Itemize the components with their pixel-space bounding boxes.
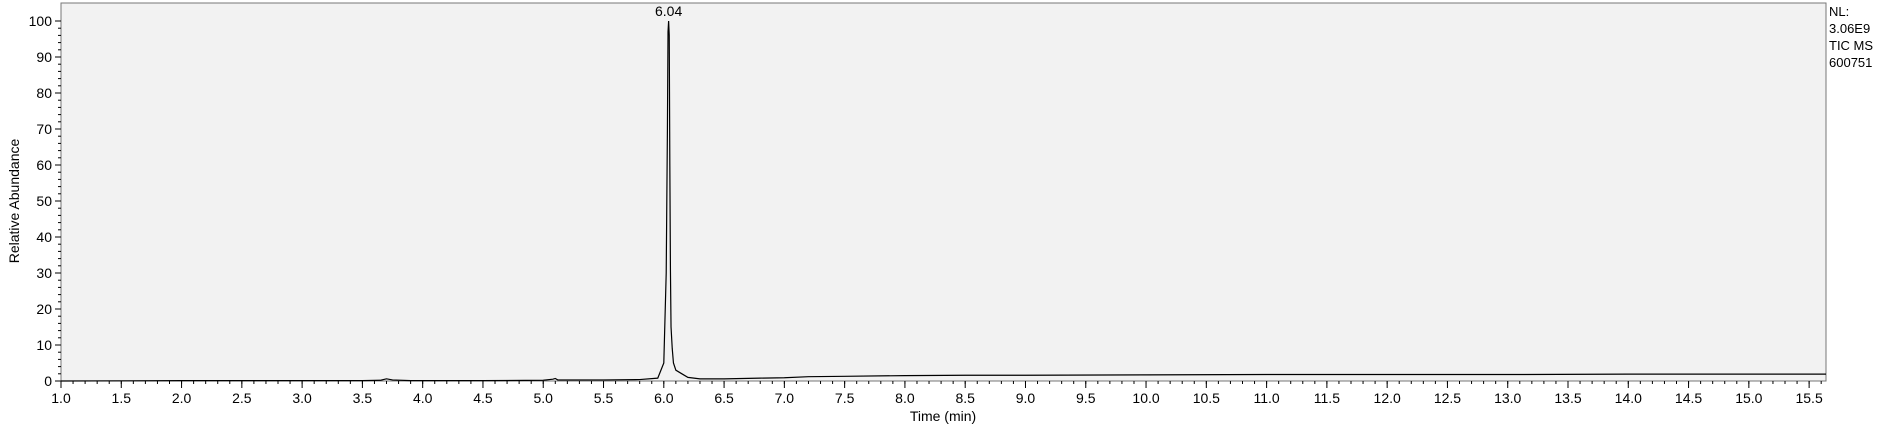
x-tick-label: 12.0: [1374, 390, 1401, 406]
y-tick-label: 20: [36, 301, 52, 317]
nl-value: 3.06E9: [1829, 21, 1871, 36]
x-tick-label: 15.0: [1735, 390, 1762, 406]
y-tick-label: 60: [36, 157, 52, 173]
x-tick-label: 13.5: [1554, 390, 1581, 406]
x-tick-label: 2.0: [172, 390, 192, 406]
x-tick-label: 9.5: [1076, 390, 1096, 406]
x-tick-label: 15.5: [1795, 390, 1822, 406]
x-tick-label: 10.5: [1193, 390, 1220, 406]
x-tick-label: 1.0: [51, 390, 71, 406]
x-tick-label: 14.5: [1675, 390, 1702, 406]
trace-info-box: NL: 3.06E9 TIC MS 600751: [1829, 3, 1873, 71]
x-tick-label: 6.0: [654, 390, 674, 406]
y-tick-label: 40: [36, 229, 52, 245]
x-tick-label: 12.5: [1434, 390, 1461, 406]
x-axis: 1.0 1.5 2.0 2.5 3.0 3.5 4.0 4.5 5.0 5.5 6.0 6.5 7.0 7…: [51, 381, 1823, 406]
x-tick-label: 2.5: [232, 390, 252, 406]
x-tick-label: 7.5: [835, 390, 855, 406]
y-tick-label: 90: [36, 49, 52, 65]
y-tick-label: 10: [36, 337, 52, 353]
x-tick-label: 5.5: [594, 390, 614, 406]
y-tick-label: 100: [29, 13, 53, 29]
file-id: 600751: [1829, 55, 1873, 70]
y-tick-label: 80: [36, 85, 52, 101]
x-tick-label: 11.5: [1314, 390, 1340, 406]
x-tick-label: 3.5: [353, 390, 373, 406]
x-tick-label: 1.5: [112, 390, 132, 406]
x-tick-label: 4.5: [473, 390, 493, 406]
y-axis-title: Relative Abundance: [6, 139, 22, 264]
plot-area: [60, 2, 1827, 382]
x-tick-label: 13.0: [1494, 390, 1521, 406]
nl-label: NL:: [1829, 4, 1850, 19]
y-tick-label: 50: [36, 193, 52, 209]
y-tick-label: 70: [36, 121, 52, 137]
x-tick-label: 7.0: [775, 390, 795, 406]
x-axis-title: Time (min): [910, 408, 976, 424]
x-tick-label: 4.0: [413, 390, 433, 406]
x-tick-label: 6.5: [714, 390, 734, 406]
tic-trace-line: [60, 20, 1826, 382]
x-tick-label: 5.0: [534, 390, 554, 406]
y-axis: 0 10 20 30 40 50 60 70 80 90 100: [29, 13, 61, 389]
trace-type: TIC MS: [1829, 38, 1874, 53]
peak-annotations: 6.04: [655, 3, 682, 19]
x-tick-label: 14.0: [1615, 390, 1642, 406]
x-tick-label: 8.0: [895, 390, 915, 406]
y-tick-label: 0: [44, 373, 52, 389]
x-tick-label: 11.0: [1253, 390, 1279, 406]
x-tick-label: 9.0: [1016, 390, 1036, 406]
y-tick-label: 30: [36, 265, 52, 281]
x-tick-label: 10.0: [1132, 390, 1159, 406]
peak-label: 6.04: [655, 3, 682, 19]
x-tick-label: 3.0: [292, 390, 312, 406]
x-tick-label: 8.5: [955, 390, 975, 406]
